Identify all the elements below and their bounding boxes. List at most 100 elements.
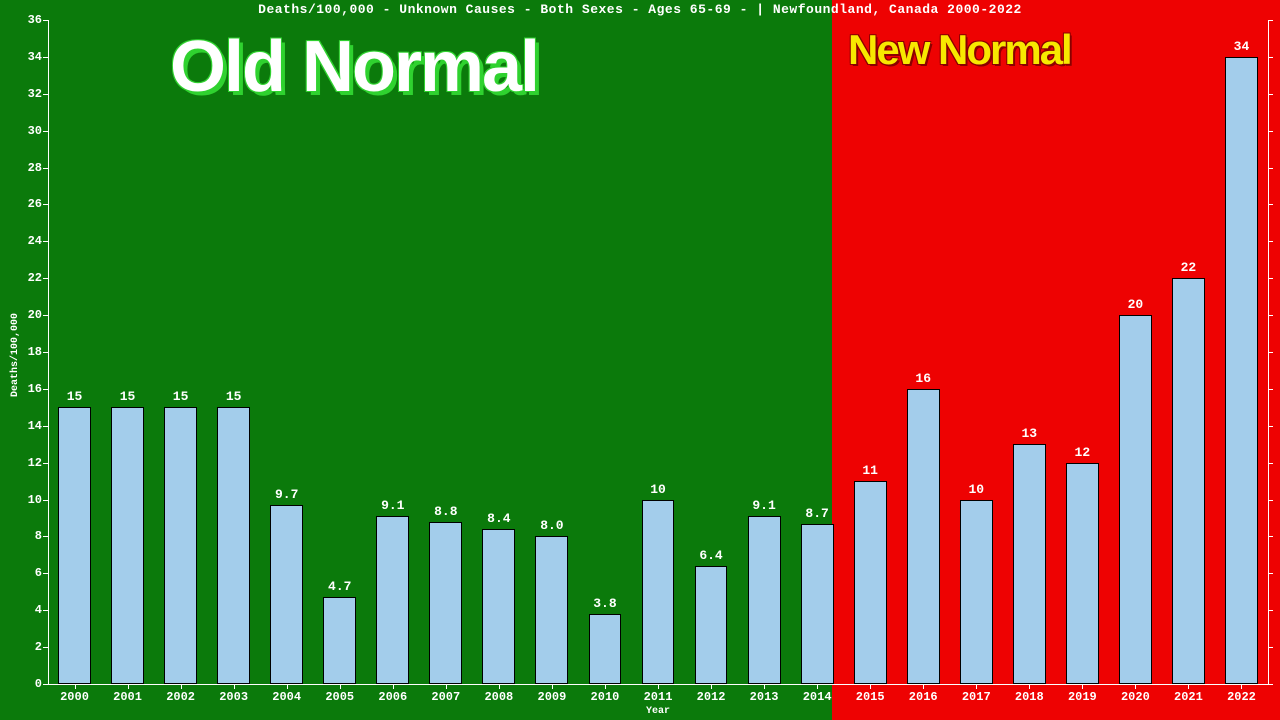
bar	[429, 522, 462, 684]
x-tick-label: 2002	[151, 690, 211, 704]
bar	[535, 536, 568, 684]
y-tick-label: 0	[14, 677, 42, 691]
x-tick-mark	[923, 684, 924, 689]
y-tick-mark	[43, 94, 48, 95]
bar	[1172, 278, 1205, 684]
y-tick-label: 26	[14, 197, 42, 211]
x-tick-label: 2004	[257, 690, 317, 704]
y-tick-label: 34	[14, 50, 42, 64]
y-tick-label: 24	[14, 234, 42, 248]
x-tick-label: 2015	[840, 690, 900, 704]
chart-title: Deaths/100,000 - Unknown Causes - Both S…	[0, 2, 1280, 17]
x-tick-label: 2016	[893, 690, 953, 704]
bar-value-label: 13	[1021, 426, 1037, 441]
x-tick-label: 2012	[681, 690, 741, 704]
bar	[907, 389, 940, 684]
bar	[217, 407, 250, 684]
x-tick-label: 2000	[45, 690, 105, 704]
y-tick-mark	[1268, 647, 1273, 648]
bar-value-label: 9.7	[275, 487, 298, 502]
y-tick-label: 36	[14, 13, 42, 27]
x-tick-label: 2008	[469, 690, 529, 704]
y-tick-mark	[1268, 352, 1273, 353]
x-tick-mark	[75, 684, 76, 689]
bar	[164, 407, 197, 684]
bar-value-label: 20	[1128, 297, 1144, 312]
bar-value-label: 10	[968, 482, 984, 497]
bar-value-label: 15	[226, 389, 242, 404]
y-tick-label: 22	[14, 271, 42, 285]
y-tick-mark	[1268, 389, 1273, 390]
bar-value-label: 15	[67, 389, 83, 404]
bar	[801, 524, 834, 684]
y-tick-mark	[43, 131, 48, 132]
x-tick-mark	[870, 684, 871, 689]
bar	[960, 500, 993, 684]
bar-value-label: 9.1	[752, 498, 775, 513]
y-tick-label: 6	[14, 566, 42, 580]
bar-value-label: 8.4	[487, 511, 510, 526]
x-tick-mark	[976, 684, 977, 689]
y-tick-label: 14	[14, 419, 42, 433]
x-tick-mark	[764, 684, 765, 689]
y-tick-mark	[43, 684, 48, 685]
y-tick-mark	[43, 204, 48, 205]
bar-value-label: 6.4	[699, 548, 722, 563]
y-tick-mark	[43, 57, 48, 58]
x-tick-mark	[128, 684, 129, 689]
x-tick-mark	[658, 684, 659, 689]
x-tick-label: 2011	[628, 690, 688, 704]
y-tick-mark	[43, 241, 48, 242]
y-tick-mark	[1268, 131, 1273, 132]
bar	[482, 529, 515, 684]
y-tick-mark	[1268, 684, 1273, 685]
y-tick-mark	[1268, 315, 1273, 316]
x-tick-mark	[817, 684, 818, 689]
bar-value-label: 3.8	[593, 596, 616, 611]
bar-value-label: 9.1	[381, 498, 404, 513]
y-tick-mark	[43, 20, 48, 21]
y-tick-mark	[43, 536, 48, 537]
x-tick-label: 2005	[310, 690, 370, 704]
y-tick-mark	[43, 426, 48, 427]
x-tick-mark	[234, 684, 235, 689]
x-axis-label: Year	[48, 706, 1268, 717]
bar	[1119, 315, 1152, 684]
bar	[1013, 444, 1046, 684]
x-tick-mark	[340, 684, 341, 689]
bar	[376, 516, 409, 684]
bar-value-label: 10	[650, 482, 666, 497]
bar-value-label: 15	[120, 389, 136, 404]
axis-line	[48, 20, 49, 685]
y-tick-mark	[43, 463, 48, 464]
bar-value-label: 8.7	[805, 506, 828, 521]
y-tick-mark	[1268, 57, 1273, 58]
y-tick-label: 2	[14, 640, 42, 654]
y-tick-mark	[43, 389, 48, 390]
y-tick-mark	[43, 500, 48, 501]
x-tick-label: 2014	[787, 690, 847, 704]
bar-value-label: 22	[1181, 260, 1197, 275]
x-tick-label: 2018	[999, 690, 1059, 704]
y-tick-mark	[43, 647, 48, 648]
bar	[1066, 463, 1099, 684]
bar-value-label: 8.0	[540, 518, 563, 533]
y-tick-label: 32	[14, 87, 42, 101]
bar	[111, 407, 144, 684]
bar	[323, 597, 356, 684]
x-tick-label: 2009	[522, 690, 582, 704]
y-tick-label: 30	[14, 124, 42, 138]
y-tick-label: 10	[14, 493, 42, 507]
y-tick-mark	[43, 278, 48, 279]
x-tick-label: 2013	[734, 690, 794, 704]
overlay-old-normal: Old Normal	[170, 26, 538, 108]
bar-value-label: 16	[915, 371, 931, 386]
bar	[1225, 57, 1258, 684]
y-tick-mark	[1268, 20, 1273, 21]
y-axis-label: Deaths/100,000	[10, 313, 21, 397]
y-tick-label: 4	[14, 603, 42, 617]
y-tick-mark	[1268, 573, 1273, 574]
y-tick-mark	[1268, 463, 1273, 464]
y-tick-label: 12	[14, 456, 42, 470]
bar	[854, 481, 887, 684]
